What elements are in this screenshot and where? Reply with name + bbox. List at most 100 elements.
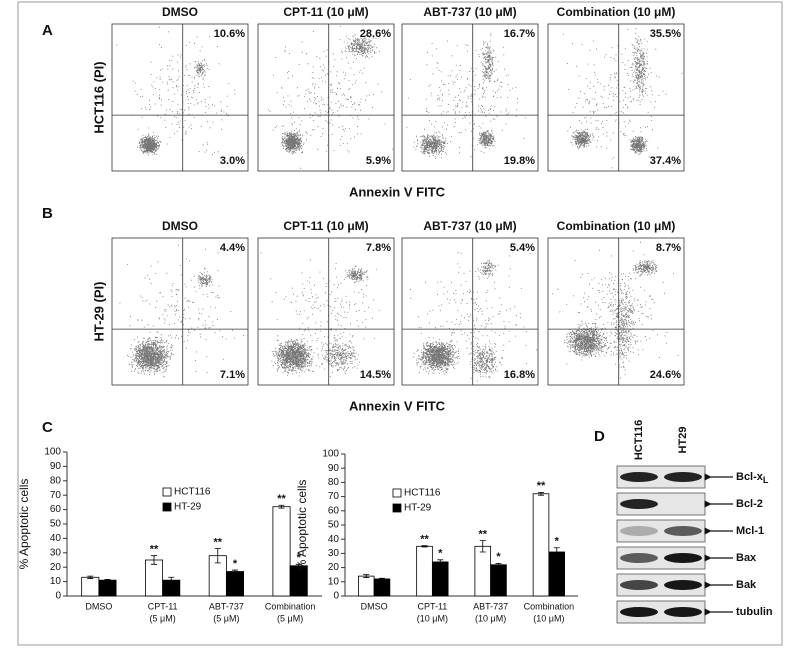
bar xyxy=(490,564,507,597)
x-tick-label: (5 μM) xyxy=(150,613,176,623)
lower-right-percent: 24.6% xyxy=(650,369,681,381)
error-bar xyxy=(363,574,370,578)
bar xyxy=(225,571,244,597)
blot-row-label: Bax xyxy=(736,552,757,564)
blot-row-label: Bak xyxy=(736,579,757,591)
lower-right-percent: 3.0% xyxy=(220,155,245,167)
y-tick-label: 40 xyxy=(328,534,340,545)
error-bar xyxy=(278,504,285,509)
x-tick-label: (5 μM) xyxy=(213,613,239,623)
upper-right-percent: 16.7% xyxy=(504,28,535,40)
y-tick-label: 0 xyxy=(55,591,61,602)
legend-swatch xyxy=(162,502,172,512)
error-bar xyxy=(495,562,502,567)
x-tick-label: DMSO xyxy=(361,601,388,611)
y-tick-label: 30 xyxy=(328,548,340,559)
significance: ** xyxy=(478,529,487,541)
y-tick-label: 10 xyxy=(50,576,62,587)
error-bar xyxy=(295,563,302,568)
y-axis-label: % Apoptotic cells xyxy=(17,479,31,570)
plot-frame xyxy=(547,23,685,172)
error-bar xyxy=(378,577,385,581)
x-tick-label: (10 μM) xyxy=(417,613,448,623)
blot-band xyxy=(620,472,658,482)
y-tick-label: 100 xyxy=(322,449,339,460)
lower-right-percent: 5.9% xyxy=(366,155,391,167)
plot-frame xyxy=(111,237,249,386)
blot-band xyxy=(620,607,658,617)
blot-row-label-text: Bax xyxy=(736,552,757,564)
bar xyxy=(98,579,117,597)
x-tick-label: CPT-11 xyxy=(148,601,178,611)
error-bar xyxy=(168,576,175,584)
plot-frame xyxy=(401,23,539,172)
bar xyxy=(416,545,433,597)
y-tick-label: 80 xyxy=(50,475,62,486)
figure-frame xyxy=(17,1,783,646)
x-tick-label: (5 μM) xyxy=(277,613,303,623)
y-tick-label: 60 xyxy=(328,505,340,516)
x-tick-label: (10 μM) xyxy=(475,613,506,623)
significance: ** xyxy=(277,493,286,505)
significance: ** xyxy=(420,533,429,545)
bar xyxy=(272,506,291,597)
y-tick-label: 10 xyxy=(328,576,340,587)
bar xyxy=(81,576,100,597)
y-tick-label: 20 xyxy=(50,562,62,573)
blot-row-label-text: Mcl-1 xyxy=(736,525,764,537)
blot-column-label: HT29 xyxy=(677,427,689,454)
legend-swatch xyxy=(392,488,402,498)
lower-right-percent: 19.8% xyxy=(504,155,535,167)
y-tick-label: 70 xyxy=(50,490,62,501)
x-tick-label: (10 μM) xyxy=(533,613,564,623)
plot-frame xyxy=(257,237,395,386)
plot-frame xyxy=(547,237,685,386)
blot-band xyxy=(620,580,658,590)
plot-title: Combination (10 μM) xyxy=(557,219,676,233)
upper-right-percent: 35.5% xyxy=(650,28,681,40)
legend-label: HT-29 xyxy=(404,503,432,514)
error-bar xyxy=(104,579,111,582)
blot-band xyxy=(620,526,658,536)
error-bar xyxy=(231,569,238,574)
panel-letter: B xyxy=(42,205,53,222)
legend-swatch xyxy=(392,503,402,513)
plot-frame xyxy=(111,23,249,172)
legend-label: HT-29 xyxy=(174,502,202,513)
blot-band xyxy=(664,472,702,482)
legend-swatch xyxy=(162,487,172,497)
flow-x-label: Annexin V FITC xyxy=(349,398,446,413)
error-bar xyxy=(553,547,560,557)
blot-row-label-subscript: L xyxy=(763,475,769,485)
y-tick-label: 80 xyxy=(328,477,340,488)
blot-row-label: Mcl-1 xyxy=(736,525,764,537)
scatter-dots xyxy=(410,252,538,382)
error-bar xyxy=(538,491,545,496)
y-tick-label: 30 xyxy=(50,547,62,558)
bar xyxy=(357,575,375,597)
x-tick-label: ABT-737 xyxy=(473,601,508,611)
plot-title: CPT-11 (10 μM) xyxy=(283,219,368,233)
legend-label: HCT116 xyxy=(174,487,211,498)
significance: * xyxy=(297,552,302,564)
upper-right-percent: 7.8% xyxy=(366,242,391,254)
flow-y-label: HT-29 (PI) xyxy=(91,282,106,342)
blot-row-label-text: Bak xyxy=(736,579,757,591)
x-tick-label: DMSO xyxy=(85,601,112,611)
plot-frame xyxy=(401,237,539,386)
bar xyxy=(474,545,492,597)
error-bar xyxy=(151,555,158,565)
plot-title: Combination (10 μM) xyxy=(557,5,676,19)
blot-band xyxy=(664,580,702,590)
flow-y-label: HCT116 (PI) xyxy=(91,61,106,133)
scatter-dots xyxy=(119,244,244,378)
upper-right-percent: 8.7% xyxy=(656,242,681,254)
plot-title: CPT-11 (10 μM) xyxy=(283,5,368,19)
significance: ** xyxy=(150,544,159,556)
bar xyxy=(548,551,566,597)
significance: ** xyxy=(213,536,222,548)
y-tick-label: 40 xyxy=(50,533,62,544)
upper-right-percent: 28.6% xyxy=(360,28,391,40)
blot-band xyxy=(620,553,658,563)
